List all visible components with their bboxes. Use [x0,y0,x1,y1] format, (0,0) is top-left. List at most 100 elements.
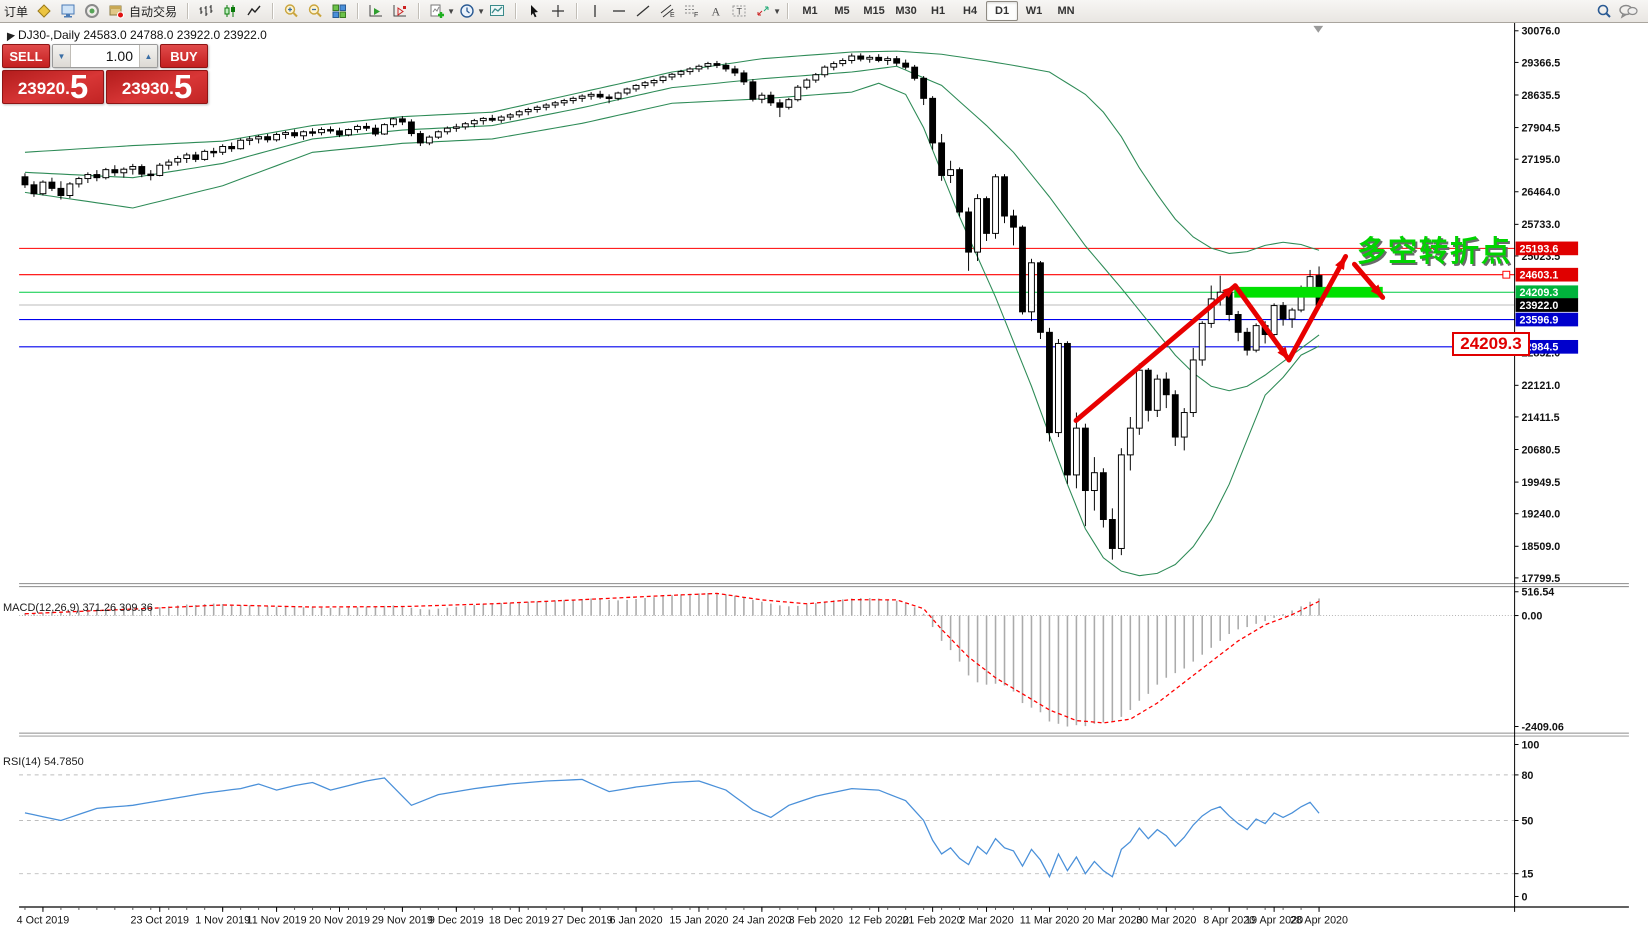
tf-button-W1[interactable]: W1 [1025,5,1043,17]
sell-price-tile[interactable]: 23920. 5 [2,70,104,104]
separator [515,3,517,19]
zoom-out-icon [308,4,322,18]
autotrading-button[interactable] [104,1,128,21]
text-a-icon: A [711,5,720,19]
search-button[interactable] [1592,1,1616,21]
buy-price-tile[interactable]: 23930. 5 [106,70,208,104]
trend-arrows[interactable] [1073,253,1386,423]
svg-text:25193.6: 25193.6 [1519,243,1558,255]
auto-scroll-button[interactable] [364,1,388,21]
svg-text:A: A [711,5,720,19]
new-chart-caret[interactable]: ▼ [447,6,455,16]
sell-price-dot: . [65,79,70,98]
auto-scroll-icon [369,5,382,17]
candlestick-icon [224,5,235,17]
turning-point-annotation[interactable]: 多空转折点 [1356,236,1512,268]
tf-button-H4[interactable]: H4 [963,5,978,17]
terminal-button[interactable] [56,1,80,21]
svg-text:15 Jan 2020: 15 Jan 2020 [669,915,728,927]
crosshair-icon [551,5,564,17]
green-zone-rect[interactable] [1234,286,1383,298]
one-click-toggle-icon[interactable] [2,29,16,41]
equidistant-channel-icon: E [660,4,675,19]
cursor-button[interactable] [522,1,546,21]
period-button[interactable] [455,1,479,21]
template-button[interactable] [485,1,509,21]
sell-price-pip: 5 [69,68,89,105]
zoom-in-icon [284,4,298,18]
trendline-button[interactable] [631,1,655,21]
tf-button-H1[interactable]: H1 [931,5,946,17]
separator [576,3,578,19]
svg-text:15: 15 [1521,869,1533,881]
chat-button[interactable] [1616,1,1640,21]
bollinger-middle [24,65,1320,392]
bollinger-lower [24,82,1320,577]
volume-input[interactable]: 1.00 [105,48,133,64]
price-axis[interactable]: 30076.0 29366.5 28635.5 27904.5 27195.0 26464… [1514,22,1579,912]
tf-button-D1[interactable]: D1 [986,1,1019,21]
svg-text:27 Dec 2019: 27 Dec 2019 [552,915,613,927]
text-label-button[interactable]: T [727,1,751,21]
line-chart-button[interactable] [242,1,266,21]
line-handle[interactable] [1502,270,1511,279]
zoom-in-button[interactable] [279,1,303,21]
zoom-out-button[interactable] [303,1,327,21]
autotrading-icon [109,5,124,19]
candles-layer[interactable] [21,53,1323,560]
bar-chart-button[interactable] [194,1,218,21]
buy-button[interactable]: BUY [160,44,208,68]
chart-shift-marker[interactable] [1313,25,1324,33]
new-order-button[interactable] [32,1,56,21]
new-order-label[interactable]: 订单 [4,4,29,19]
price-level-flag[interactable]: 24209.3 [1452,331,1530,356]
tf-button-M30[interactable]: M30 [895,5,917,17]
svg-text:4 Oct 2019: 4 Oct 2019 [17,915,70,927]
one-click-trading-panel: SELL ▼ 1.00 ▲ BUY 23920. 5 23930. 5 [2,44,208,104]
signal-icon [84,4,99,18]
svg-text:21411.5: 21411.5 [1521,412,1559,424]
price-badge [1515,339,1579,354]
autotrading-label[interactable]: 自动交易 [129,4,178,19]
arrows-shapes-icon [757,6,769,16]
volume-up-button[interactable]: ▲ [139,45,157,67]
chart-canvas[interactable]: 30076.0 29366.5 28635.5 27904.5 27195.0 26464… [0,22,1648,949]
fibonacci-button[interactable]: F [679,1,703,21]
shapes-caret[interactable]: ▼ [773,6,781,16]
macd-label: MACD(12,26,9) 371.26 309.36 [3,602,153,614]
svg-text:23922.0: 23922.0 [1519,300,1558,312]
chart-shift-button[interactable] [388,1,412,21]
template-chart-icon [489,5,504,16]
level-lines[interactable] [19,247,1515,348]
separator [187,3,189,19]
horizontal-line-button[interactable] [607,1,631,21]
volume-down-button[interactable]: ▼ [53,45,71,67]
macd-histogram [24,592,1320,727]
svg-text:0.00: 0.00 [1521,610,1542,622]
chart-area[interactable]: 30076.0 29366.5 28635.5 27904.5 27195.0 26464… [0,22,1648,949]
rsi-label: RSI(14) 54.7850 [3,756,84,768]
tile-windows-button[interactable] [327,1,351,21]
vertical-line-button[interactable] [583,1,607,21]
tf-button-M15[interactable]: M15 [863,5,885,17]
new-chart-button[interactable] [425,1,449,21]
channel-button[interactable]: E [655,1,679,21]
horizontal-line-icon [612,10,625,12]
bollinger-upper [24,50,1320,254]
signals-button[interactable] [80,1,104,21]
tf-button-MN[interactable]: MN [1057,5,1075,17]
period-caret[interactable]: ▼ [477,6,485,16]
svg-text:29 Nov 2019: 29 Nov 2019 [372,915,433,927]
tf-button-M1[interactable]: M1 [802,5,818,17]
shapes-button[interactable] [751,1,775,21]
text-button[interactable]: A [703,1,727,21]
sell-button[interactable]: SELL [2,44,50,68]
fibonacci-icon: F [684,5,698,19]
svg-text:30 Mar 2020: 30 Mar 2020 [1136,915,1196,927]
price-badge [1515,312,1579,327]
svg-text:27195.0: 27195.0 [1521,154,1560,166]
tf-button-M5[interactable]: M5 [834,5,850,17]
crosshair-button[interactable] [546,1,570,21]
candlestick-button[interactable] [218,1,242,21]
